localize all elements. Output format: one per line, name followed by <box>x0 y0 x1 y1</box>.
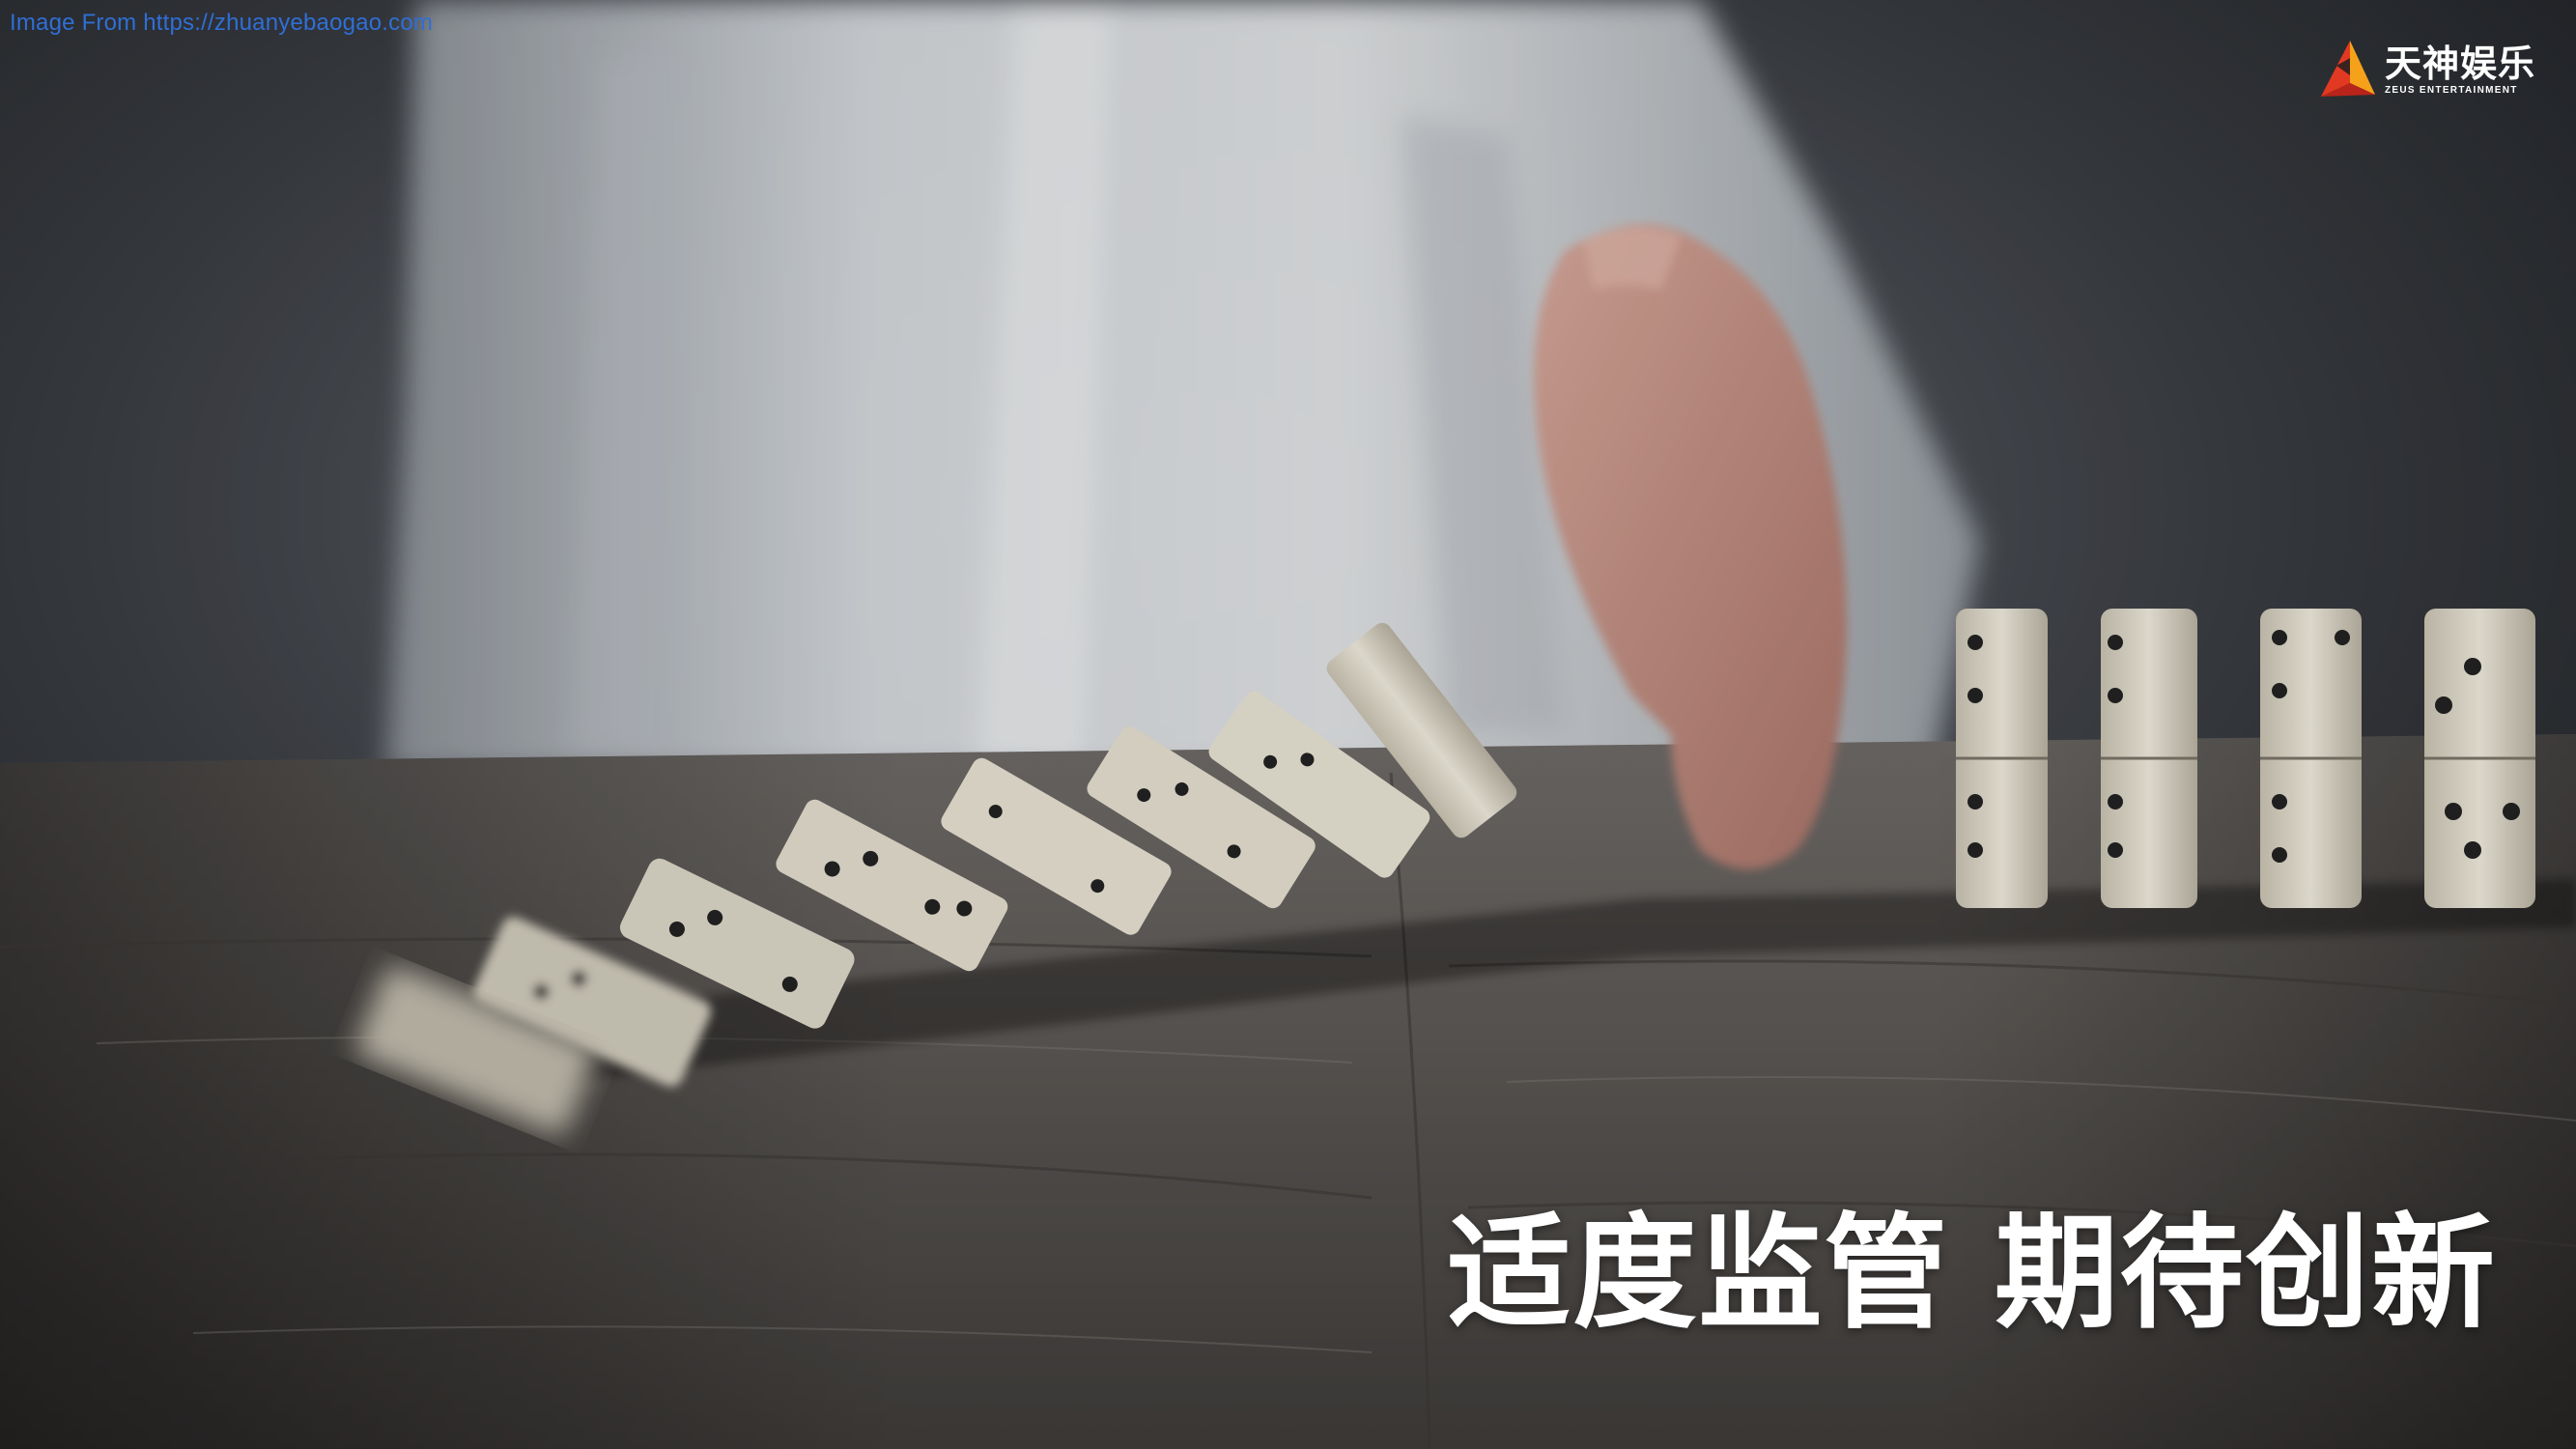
headline: 适度监管 期待创新 <box>1447 1212 2497 1336</box>
watermark-text: Image From https://zhuanyebaogao.com <box>10 10 433 37</box>
logo-name-en: ZEUS ENTERTAINMENT <box>2385 86 2518 96</box>
zeus-logo-icon <box>2311 37 2379 104</box>
logo-text: 天神娱乐 ZEUS ENTERTAINMENT <box>2385 45 2535 96</box>
company-logo: 天神娱乐 ZEUS ENTERTAINMENT <box>2311 37 2535 104</box>
logo-name-cn: 天神娱乐 <box>2385 45 2535 82</box>
